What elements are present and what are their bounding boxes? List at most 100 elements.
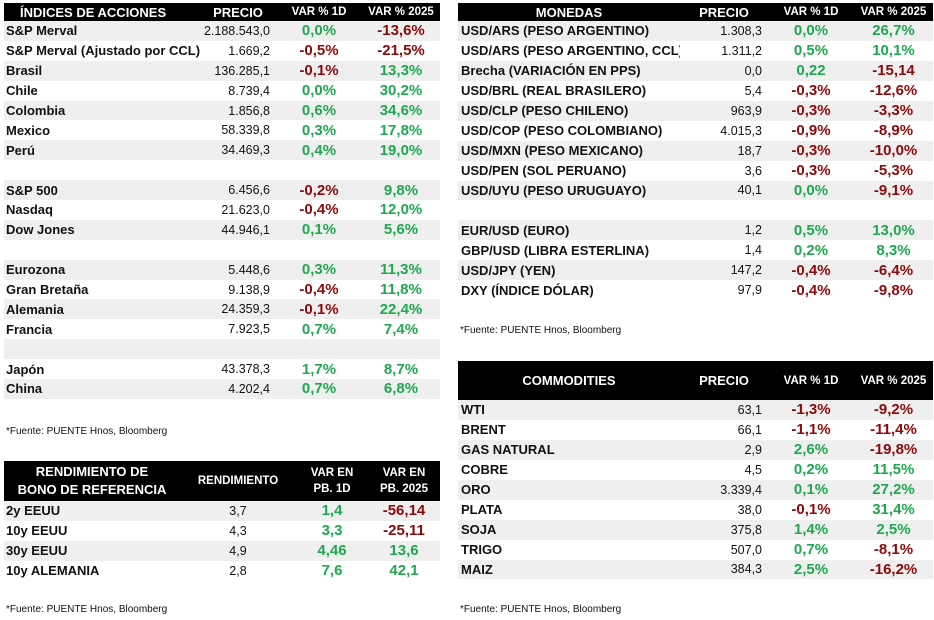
table-row: Gran Bretaña 9.138,9 -0,4% 11,8% (4, 280, 440, 300)
row-price: 3.339,4 (720, 482, 762, 497)
row-var-1d: 4,46 (317, 542, 347, 560)
row-var-year: 13,0% (872, 221, 915, 239)
row-var-1d: 0,3% (301, 121, 337, 139)
row-name: 30y EEUU (6, 543, 68, 559)
row-var-year: -8,1% (873, 541, 914, 559)
row-var-1d: -0,3% (791, 162, 831, 180)
table-row: USD/PEN (SOL PERUANO) 3,6 -0,3% -5,3% (458, 161, 933, 181)
row-var-year: -9,8% (873, 281, 914, 299)
row-price: 4.202,4 (228, 381, 270, 396)
row-name: Francia (6, 321, 53, 337)
indices-price-header: PRECIO (213, 4, 263, 20)
row-var-year: -8,9% (873, 122, 914, 140)
row-var-1d: 1,4% (793, 521, 829, 539)
row-var-1d: 2,5% (793, 560, 829, 578)
row-price: 63,1 (737, 402, 762, 417)
row-price: 7.923,5 (228, 322, 270, 337)
row-var-year: -9,1% (873, 181, 914, 199)
row-price: 2,8 (229, 563, 247, 578)
table-row: BRENT 66,1 -1,1% -11,4% (458, 420, 933, 440)
bonos-table: RENDIMIENTO DE BONO DE REFERENCIA RENDIM… (4, 461, 440, 581)
bonos-y-header: VAR EN PB. 2025 (368, 465, 440, 497)
row-var-1d: 3,3 (321, 522, 343, 540)
table-row: ORO 3.339,4 0,1% 27,2% (458, 479, 933, 500)
row-price: 3,6 (744, 163, 762, 178)
bonos-header: RENDIMIENTO DE BONO DE REFERENCIA RENDIM… (4, 461, 440, 501)
row-var-year: -16,2% (869, 560, 918, 578)
row-var-1d: 0,1% (793, 481, 829, 499)
row-var-1d: -1,3% (791, 401, 831, 419)
row-name: USD/BRL (REAL BRASILERO) (461, 83, 647, 99)
table-row: USD/JPY (YEN) 147,2 -0,4% -6,4% (458, 260, 933, 281)
row-var-1d: -0,3% (791, 102, 831, 120)
row-var-year: 13,6 (389, 542, 419, 560)
row-var-1d: 0,0% (793, 22, 829, 40)
table-row: Nasdaq 21.623,0 -0,4% 12,0% (4, 200, 440, 220)
row-name: S&P Merval (6, 23, 78, 39)
row-var-year: -19,8% (869, 441, 918, 459)
bonos-y-header-line2: PB. 2025 (380, 483, 428, 495)
row-price: 4.015,3 (720, 123, 762, 138)
row-price: 34.469,3 (221, 143, 270, 158)
bonos-y-header-line1: VAR EN (382, 467, 426, 479)
row-var-year: 7,4% (383, 320, 419, 338)
row-var-year: 11,5% (872, 461, 915, 479)
row-var-year: 31,4% (872, 501, 915, 519)
bonos-title: RENDIMIENTO DE BONO DE REFERENCIA (4, 463, 180, 499)
row-var-year: -13,6% (377, 22, 425, 40)
row-name: COBRE (461, 462, 508, 478)
row-name: 10y ALEMANIA (6, 563, 100, 579)
row-name: Nasdaq (6, 202, 53, 218)
indices-d1-header: VAR % 1D (291, 6, 347, 18)
row-price: 43.378,3 (221, 362, 270, 377)
row-name: MAIZ (461, 561, 493, 577)
row-name: Gran Bretaña (6, 282, 89, 298)
row-var-1d: -0,4% (791, 261, 831, 279)
row-price: 4,3 (229, 523, 247, 538)
row-var-1d: 0,0% (793, 181, 829, 199)
row-name: BRENT (461, 422, 506, 438)
row-price: 38,0 (737, 502, 762, 517)
row-var-year: -6,4% (873, 261, 914, 279)
row-var-year: 5,6% (383, 221, 419, 239)
commodities-body: WTI 63,1 -1,3% -9,2% BRENT 66,1 -1,1% -11,4% GAS… (458, 400, 933, 580)
monedas-source-note: *Fuente: PUENTE Hnos, Bloomberg (460, 325, 622, 336)
row-name: Brasil (6, 63, 43, 79)
table-row: USD/ARS (PESO ARGENTINO, CCL) 1.311,2 0,5%… (458, 41, 933, 61)
bonos-d1-header-line1: VAR EN (310, 467, 354, 479)
row-var-1d: 0,2% (793, 241, 829, 259)
row-var-year: -15,14 (872, 62, 915, 80)
row-var-year: -5,3% (873, 162, 914, 180)
row-price: 8.739,4 (228, 83, 270, 98)
bonos-d1-header-line2: PB. 1D (313, 483, 351, 495)
row-name: 2y EEUU (6, 503, 61, 519)
row-name: USD/PEN (SOL PERUANO) (461, 163, 627, 179)
monedas-d1-header: VAR % 1D (783, 6, 839, 18)
table-row: Perú 34.469,3 0,4% 19,0% (4, 140, 440, 161)
row-var-1d: 0,7% (301, 320, 337, 338)
commodities-y-header: VAR % 2025 (860, 374, 927, 387)
table-row: USD/BRL (REAL BRASILERO) 5,4 -0,3% -12,6% (458, 81, 933, 101)
row-var-1d: -1,1% (791, 421, 831, 439)
row-var-year: 10,1% (872, 42, 915, 60)
row-var-year: 6,8% (383, 380, 419, 398)
row-price: 1.856,8 (228, 103, 270, 118)
row-price: 147,2 (730, 263, 762, 278)
bonos-body: 2y EEUU 3,7 1,4 -56,14 10y EEUU 4,3 3,3 -25,11 3… (4, 501, 440, 581)
table-row: USD/ARS (PESO ARGENTINO) 1.308,3 0,0% 26,7% (458, 21, 933, 41)
row-price: 21.623,0 (221, 202, 270, 217)
row-name: USD/ARS (PESO ARGENTINO) (461, 23, 650, 39)
row-price: 97,9 (737, 283, 762, 298)
row-price: 1.669,2 (228, 43, 270, 58)
table-row: China 4.202,4 0,7% 6,8% (4, 379, 440, 399)
row-price: 507,0 (730, 542, 762, 557)
table-row: S&P Merval 2.188.543,0 0,0% -13,6% (4, 21, 440, 41)
row-price: 1,2 (744, 223, 762, 238)
row-var-year: 11,3% (380, 261, 422, 279)
row-name: USD/COP (PESO COLOMBIANO) (461, 123, 663, 139)
row-var-1d: 1,4 (321, 502, 343, 520)
table-row: Francia 7.923,5 0,7% 7,4% (4, 319, 440, 339)
bonos-title-line1: RENDIMIENTO DE (35, 464, 149, 479)
row-var-1d: -0,1% (299, 300, 339, 318)
row-var-1d: -0,4% (791, 281, 831, 299)
